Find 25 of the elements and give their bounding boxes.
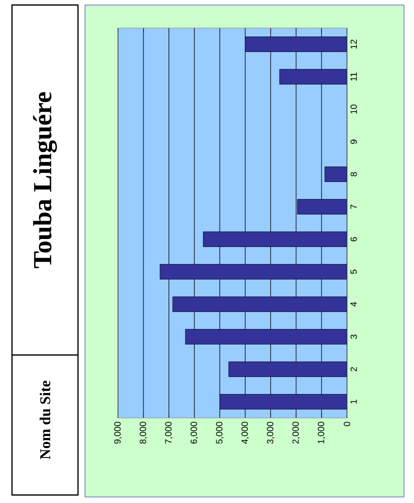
x-tick-label: 5,000 bbox=[216, 422, 224, 444]
x-tick-label: 3,000 bbox=[266, 422, 274, 444]
y-tick-label: 2 bbox=[350, 367, 357, 372]
y-tick-label: 7 bbox=[350, 204, 357, 209]
y-tick-label: 12 bbox=[350, 40, 357, 49]
x-tick-label: 9,000 bbox=[114, 422, 122, 444]
text: Touba Linguére bbox=[33, 92, 57, 268]
y-tick-label: 3 bbox=[350, 334, 357, 339]
y-tick-label: 11 bbox=[350, 72, 357, 81]
text: Nom du Site bbox=[40, 380, 50, 460]
y-tick-label: 9 bbox=[350, 140, 357, 144]
bar bbox=[324, 166, 347, 182]
y-tick-label: 4 bbox=[350, 302, 357, 307]
x-tick-label: 1,000 bbox=[318, 422, 326, 444]
y-tick-label: 6 bbox=[350, 237, 357, 242]
x-tick-label: 8,000 bbox=[140, 422, 148, 444]
y-tick-label: 8 bbox=[350, 172, 357, 176]
x-tick-label: 4,000 bbox=[241, 422, 249, 444]
y-tick-label: 1 bbox=[350, 400, 357, 404]
y-tick-label: 5 bbox=[350, 270, 357, 274]
x-tick-label: 6,000 bbox=[190, 422, 198, 444]
x-tick-label: 2,000 bbox=[292, 422, 300, 444]
x-tick-label: 0 bbox=[344, 422, 350, 426]
x-tick-label: 7,000 bbox=[165, 422, 173, 444]
y-tick-label: 10 bbox=[350, 104, 357, 114]
